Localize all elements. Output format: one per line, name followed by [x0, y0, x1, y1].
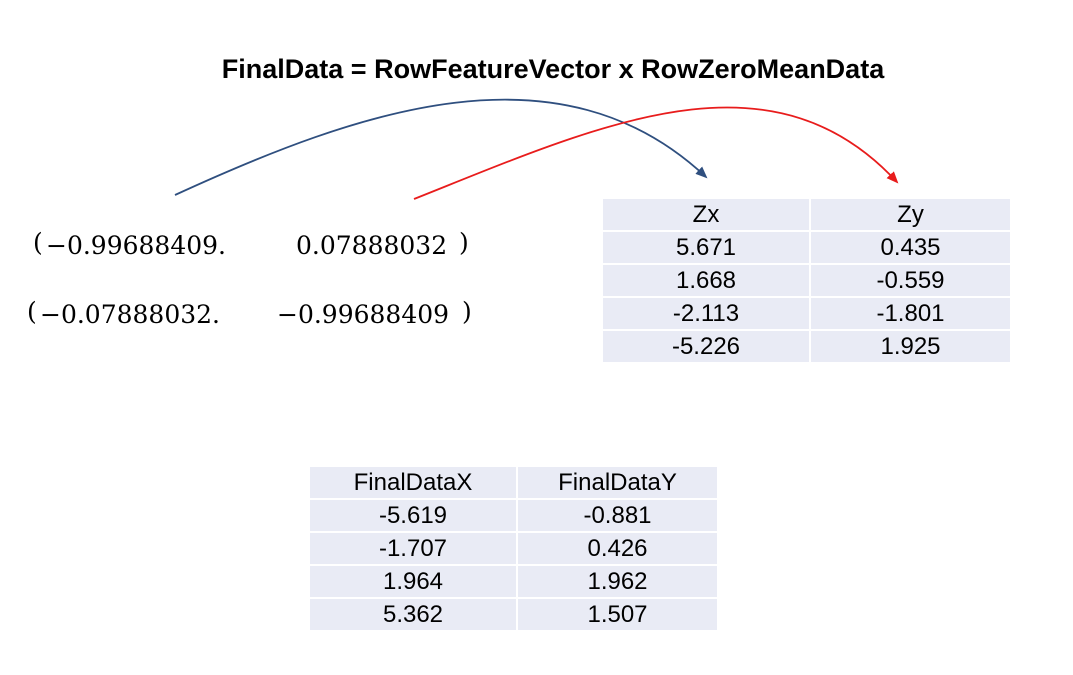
blue-arrow — [174, 98, 708, 196]
table-cell: -2.113 — [601, 296, 811, 331]
vector-row-1-b: 0.07888032 — [296, 231, 448, 260]
table-cell: 1.507 — [516, 597, 719, 632]
table-cell: -0.559 — [809, 263, 1012, 298]
table-row: 1.964 1.962 — [308, 564, 719, 599]
table-row: -5.226 1.925 — [601, 329, 1012, 364]
table-header-row: Zx Zy — [601, 197, 1012, 232]
table-cell: -1.801 — [809, 296, 1012, 331]
table-cell: 0.435 — [809, 230, 1012, 265]
column-header-final-y: FinalDataY — [516, 465, 719, 500]
column-header-zy: Zy — [809, 197, 1012, 232]
vector-row-1-a: −0.99688409. — [46, 231, 226, 260]
table-cell: 1.668 — [601, 263, 811, 298]
table-cell: 1.925 — [809, 329, 1012, 364]
table-cell: -1.707 — [308, 531, 518, 566]
table-cell: -0.881 — [516, 498, 719, 533]
table-row: -1.707 0.426 — [308, 531, 719, 566]
table-cell: 1.964 — [308, 564, 518, 599]
final-data-table: FinalDataX FinalDataY -5.619 -0.881 -1.7… — [308, 465, 719, 632]
formula-title: FinalData = RowFeatureVector x RowZeroMe… — [221, 54, 885, 84]
zero-mean-data-table: Zx Zy 5.671 0.435 1.668 -0.559 -2.113 -1… — [601, 197, 1012, 364]
vector-row-1-open: ( — [33, 228, 43, 257]
vector-row-2-close: ) — [462, 297, 472, 326]
table-cell: 0.426 — [516, 531, 719, 566]
column-header-zx: Zx — [601, 197, 811, 232]
table-cell: -5.226 — [601, 329, 811, 364]
table-cell: 1.962 — [516, 564, 719, 599]
column-header-final-x: FinalDataX — [308, 465, 518, 500]
vector-row-2-b: −0.99688409 — [277, 300, 450, 329]
table-row: -2.113 -1.801 — [601, 296, 1012, 331]
table-cell: 5.671 — [601, 230, 811, 265]
red-arrow — [413, 106, 899, 200]
vector-row-2-a: −0.07888032. — [40, 300, 220, 329]
table-header-row: FinalDataX FinalDataY — [308, 465, 719, 500]
table-row: -5.619 -0.881 — [308, 498, 719, 533]
table-row: 5.671 0.435 — [601, 230, 1012, 265]
table-row: 5.362 1.507 — [308, 597, 719, 632]
vector-row-2-open: ( — [27, 297, 37, 326]
table-cell: 5.362 — [308, 597, 518, 632]
table-row: 1.668 -0.559 — [601, 263, 1012, 298]
table-cell: -5.619 — [308, 498, 518, 533]
vector-row-1-close: ) — [459, 228, 469, 257]
